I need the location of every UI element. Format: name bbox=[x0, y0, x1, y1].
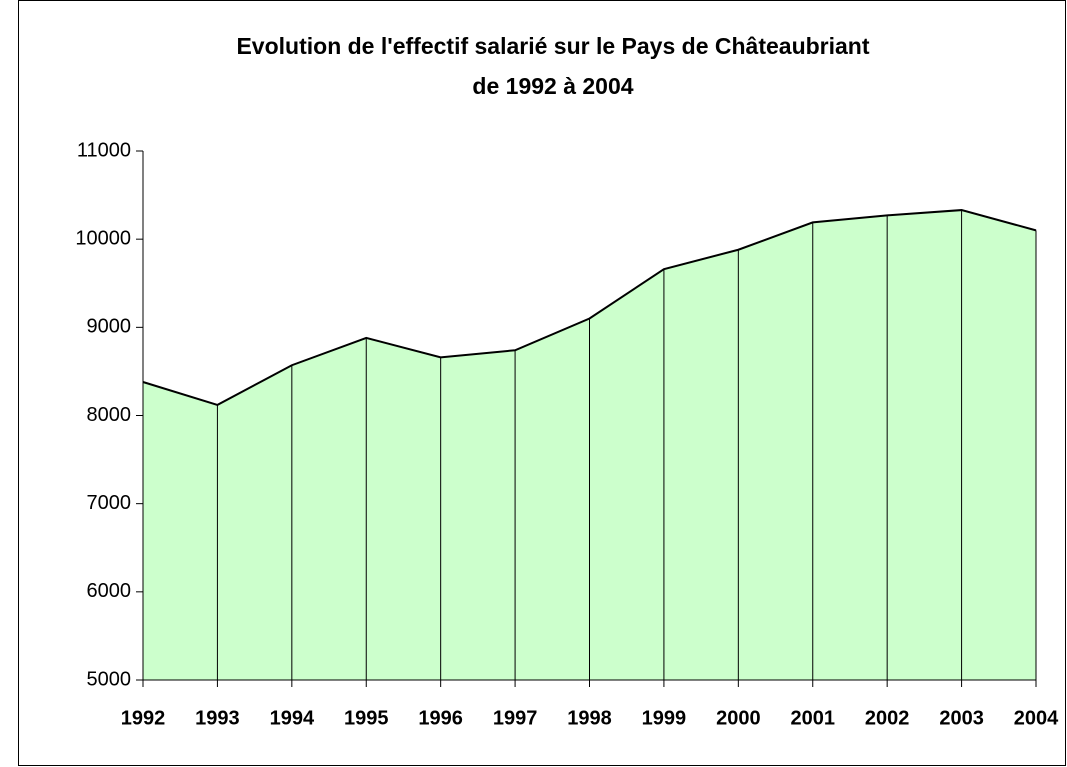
y-tick-label: 7000 bbox=[87, 492, 132, 514]
x-tick-label: 1996 bbox=[418, 707, 463, 729]
x-tick-label: 1998 bbox=[567, 707, 612, 729]
x-tick-label: 2002 bbox=[865, 707, 910, 729]
x-tick-label: 1993 bbox=[195, 707, 240, 729]
x-tick-label: 2001 bbox=[791, 707, 836, 729]
area-line bbox=[142, 209, 1037, 406]
x-tick-label: 1994 bbox=[270, 707, 315, 729]
x-tick-label: 2003 bbox=[939, 707, 984, 729]
x-tick-label: 2000 bbox=[716, 707, 761, 729]
x-tick-label: 1997 bbox=[493, 707, 538, 729]
chart-title: de 1992 à 2004 bbox=[472, 73, 633, 99]
x-tick-label: 1999 bbox=[642, 707, 687, 729]
x-tick-label: 2004 bbox=[1014, 707, 1059, 729]
y-tick-label: 9000 bbox=[87, 316, 132, 338]
y-tick-label: 10000 bbox=[75, 227, 131, 249]
y-tick-label: 8000 bbox=[87, 404, 132, 426]
chart-title: Evolution de l'effectif salarié sur le P… bbox=[236, 33, 869, 59]
x-tick-label: 1995 bbox=[344, 707, 389, 729]
y-tick-label: 5000 bbox=[87, 668, 132, 690]
x-tick-label: 1992 bbox=[121, 707, 166, 729]
y-tick-label: 6000 bbox=[87, 580, 132, 602]
y-tick-label: 11000 bbox=[77, 139, 131, 161]
